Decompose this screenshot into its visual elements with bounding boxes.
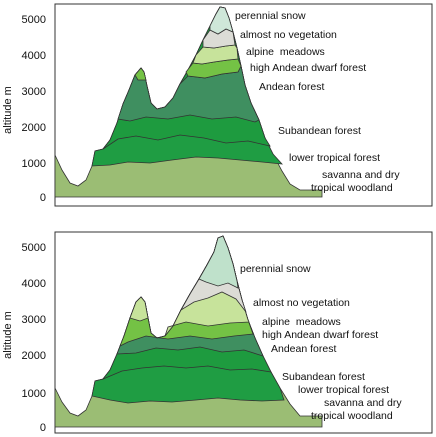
- top-secondary-peak-tip: [134, 67, 147, 81]
- bottom-ytick-0: 0: [40, 422, 46, 434]
- bottom-secondary-peak-tip: [129, 296, 149, 322]
- top-label-savanna-line1: savanna and dry: [322, 169, 400, 181]
- bottom-label-subandean: Subandean forest: [282, 371, 365, 383]
- top-ytick-1000: 1000: [22, 158, 46, 170]
- bottom-ylabel: altitude m: [2, 311, 14, 359]
- bottom-label-savanna-line1: savanna and dry: [324, 397, 402, 409]
- top-zone-snow: [209, 6, 234, 35]
- top-label-savanna: savanna and dry tropical woodland: [311, 169, 403, 194]
- top-ytick-3000: 3000: [22, 86, 46, 98]
- bottom-label-savanna: savanna and dry tropical woodland: [311, 397, 405, 422]
- top-ytick-2000: 2000: [22, 122, 46, 134]
- top-ytick-5000: 5000: [22, 14, 46, 26]
- bottom-label-alpine: alpine meadows: [262, 316, 341, 328]
- top-label-subandean: Subandean forest: [278, 125, 361, 137]
- top-label-no-vegetation: almost no vegetation: [240, 29, 337, 41]
- top-yaxis: 0 1000 2000 3000 4000 5000 altitude m: [2, 14, 46, 204]
- top-label-lower-tropical: lower tropical forest: [289, 152, 380, 164]
- bottom-ytick-4000: 4000: [22, 278, 46, 290]
- top-label-dwarf: high Andean dwarf forest: [250, 62, 366, 74]
- bottom-zone-snow: [198, 235, 239, 289]
- top-label-andean: Andean forest: [259, 81, 324, 93]
- top-ytick-0: 0: [40, 192, 46, 204]
- top-label-savanna-line2: tropical woodland: [311, 182, 393, 194]
- top-label-snow: perennial snow: [235, 10, 306, 22]
- bottom-label-lower-tropical: lower tropical forest: [298, 384, 389, 396]
- bottom-yaxis: 0 1000 2000 3000 4000 5000 altitude m: [2, 242, 46, 434]
- bottom-ytick-3000: 3000: [22, 314, 46, 326]
- bottom-ytick-5000: 5000: [22, 242, 46, 254]
- bottom-label-andean: Andean forest: [271, 343, 336, 355]
- bottom-zone-labels: perennial snow almost no vegetation alpi…: [240, 263, 405, 422]
- bottom-label-snow: perennial snow: [240, 263, 311, 275]
- bottom-ytick-1000: 1000: [22, 388, 46, 400]
- bottom-label-savanna-line2: tropical woodland: [311, 410, 393, 422]
- bottom-label-no-vegetation: almost no vegetation: [253, 297, 350, 309]
- top-zone-labels: perennial snow almost no vegetation alpi…: [235, 10, 403, 194]
- top-ylabel: altitude m: [2, 86, 14, 134]
- bottom-zone-bands: [54, 235, 323, 428]
- top-ytick-4000: 4000: [22, 50, 46, 62]
- top-panel: 0 1000 2000 3000 4000 5000 altitude m pe…: [2, 3, 433, 207]
- top-label-alpine: alpine meadows: [246, 46, 325, 58]
- top-zone-bands: [54, 6, 323, 198]
- top-zone-alpine: [192, 44, 239, 65]
- bottom-label-dwarf: high Andean dwarf forest: [262, 329, 378, 341]
- bottom-ytick-2000: 2000: [22, 350, 46, 362]
- bottom-panel: 0 1000 2000 3000 4000 5000 altitude m pe…: [2, 231, 433, 434]
